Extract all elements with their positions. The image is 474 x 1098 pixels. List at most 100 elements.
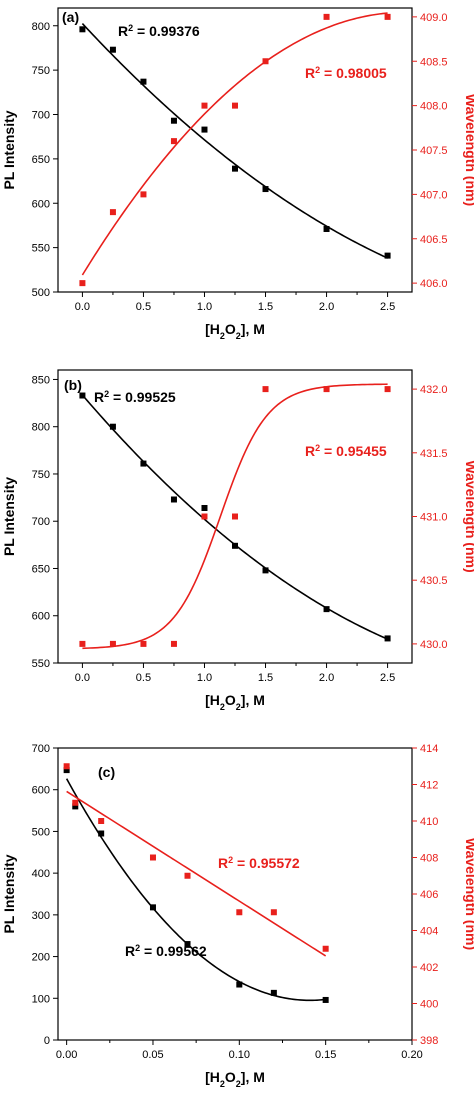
data-point-right — [322, 945, 329, 952]
data-point-left — [140, 78, 147, 85]
y-right-tick-label: 408.0 — [420, 101, 448, 113]
y-right-axis-title: Wavelength (nm) — [463, 460, 474, 572]
x-tick-label: 0.15 — [315, 1049, 336, 1061]
x-axis-title: [H2O2], M — [205, 321, 265, 341]
fit-line-right — [82, 383, 388, 650]
data-point-left — [149, 904, 156, 911]
data-point-left — [323, 606, 330, 613]
plot-frame — [57, 747, 413, 1041]
y-left-tick-label: 700 — [32, 516, 50, 528]
fit-line-left — [81, 23, 388, 259]
y-right-tick-label: 406.5 — [420, 234, 448, 246]
y-left-tick-label: 600 — [32, 611, 50, 623]
y-left-tick-label: 300 — [32, 910, 50, 922]
y-left-tick-label: 600 — [32, 198, 50, 210]
data-point-left — [384, 252, 391, 259]
data-point-right — [140, 191, 147, 198]
y-right-axis-title: Wavelength (nm) — [463, 838, 474, 950]
x-tick-label: 0.5 — [136, 672, 151, 684]
data-point-right — [184, 872, 191, 879]
data-point-right — [262, 386, 269, 393]
data-point-left — [79, 392, 86, 399]
y-left-tick-label: 700 — [32, 743, 50, 755]
y-left-axis-title: PL Intensity — [1, 854, 17, 933]
x-tick-label: 1.0 — [197, 301, 212, 313]
x-tick-label: 0.0 — [75, 301, 90, 313]
panel-label: (a) — [62, 9, 79, 25]
y-left-tick-label: 650 — [32, 563, 50, 575]
y-left-tick-label: 750 — [32, 65, 50, 77]
fit-line-right — [81, 12, 388, 276]
data-point-right — [98, 818, 105, 824]
chart-panel-1: 0.0 0.5 1.0 1.5 2.0 2.5 500 550 600 650 700 750 800 4… — [1, 7, 474, 341]
data-point-right — [384, 13, 391, 20]
y-right-tick-label: 407.5 — [420, 145, 448, 157]
data-point-right — [270, 909, 277, 916]
data-point-right — [140, 640, 147, 647]
y-right-axis-title: Wavelength (nm) — [463, 94, 474, 206]
data-point-left — [270, 989, 277, 996]
data-point-right — [109, 640, 116, 647]
data-point-right — [201, 102, 208, 109]
data-point-right — [323, 13, 330, 20]
y-right-tick-label: 414 — [420, 743, 438, 755]
y-right-tick-label: 408.5 — [420, 56, 448, 68]
x-tick-label: 1.0 — [197, 672, 212, 684]
data-point-right — [262, 58, 269, 65]
data-point-right — [236, 909, 243, 916]
y-right-tick-label: 430.5 — [420, 575, 448, 587]
data-point-left — [323, 225, 330, 232]
data-point-right — [72, 799, 79, 806]
y-right-tick-label: 410 — [420, 816, 438, 828]
y-right-tick-label: 408 — [420, 853, 438, 865]
data-point-left — [63, 767, 70, 774]
x-tick-label: 2.5 — [380, 301, 395, 313]
x-tick-label: 0.20 — [401, 1049, 422, 1061]
y-left-tick-label: 500 — [32, 287, 50, 299]
data-point-right — [170, 640, 177, 647]
data-point-right — [63, 763, 70, 770]
y-right-tick-label: 412 — [420, 780, 438, 792]
y-left-axis-title: PL Intensity — [1, 477, 17, 556]
data-point-right — [149, 854, 156, 861]
y-right-tick-label: 400 — [420, 999, 438, 1011]
data-point-left — [262, 186, 269, 193]
data-point-left — [79, 26, 86, 33]
data-point-left — [384, 635, 391, 642]
y-right-tick-label: 406.0 — [420, 278, 448, 290]
data-point-left — [201, 126, 208, 133]
y-left-tick-label: 700 — [32, 110, 50, 122]
x-tick-label: 1.5 — [258, 672, 273, 684]
y-right-tick-label: 409.0 — [420, 12, 448, 24]
y-right-tick-label: 406 — [420, 889, 438, 901]
y-right-tick-label: 407.0 — [420, 189, 448, 201]
data-point-left — [109, 46, 116, 53]
x-tick-label: 0.05 — [142, 1049, 163, 1061]
x-tick-label: 2.0 — [319, 672, 334, 684]
data-point-left — [109, 423, 116, 430]
y-left-tick-label: 850 — [32, 374, 50, 386]
y-right-tick-label: 398 — [420, 1035, 438, 1047]
data-point-left — [262, 567, 269, 574]
x-tick-label: 0.10 — [229, 1049, 250, 1061]
y-left-tick-label: 0 — [44, 1035, 50, 1047]
y-left-tick-label: 550 — [32, 243, 50, 255]
y-left-tick-label: 100 — [32, 993, 50, 1005]
y-right-tick-label: 430.0 — [420, 639, 448, 651]
panel-label: (b) — [64, 377, 82, 393]
y-left-tick-label: 500 — [32, 826, 50, 838]
r2-label-right: R2 = 0.95572 — [218, 855, 300, 871]
y-left-tick-label: 650 — [32, 154, 50, 166]
data-point-right — [170, 138, 177, 145]
y-left-tick-label: 550 — [32, 658, 50, 670]
data-point-left — [184, 941, 191, 948]
x-axis-title: [H2O2], M — [205, 692, 265, 712]
y-left-tick-label: 400 — [32, 868, 50, 880]
y-left-tick-label: 800 — [32, 422, 50, 434]
data-point-left — [140, 460, 147, 467]
data-point-right — [232, 102, 238, 109]
x-tick-label: 1.5 — [258, 301, 273, 313]
y-right-tick-label: 404 — [420, 926, 438, 938]
chart-panel-2: 0.0 0.5 1.0 1.5 2.0 2.5 550 600 650 700 750 800 850 4… — [1, 369, 474, 712]
data-point-left — [232, 542, 238, 549]
